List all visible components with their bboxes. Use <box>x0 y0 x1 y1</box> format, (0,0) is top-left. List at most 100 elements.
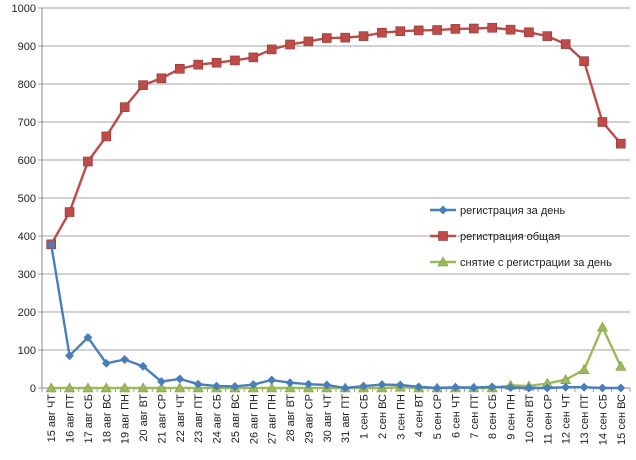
x-tick-label: 10 сен ВТ <box>524 394 536 444</box>
x-tick-label: 20 авг ВТ <box>138 394 150 442</box>
x-tick-label: 8 сен СБ <box>487 394 499 439</box>
data-point <box>616 383 626 393</box>
data-point <box>469 23 479 34</box>
y-tick-label: 0 <box>30 383 36 395</box>
data-point <box>340 383 350 393</box>
x-tick-label: 4 сен ВТ <box>414 394 426 438</box>
data-point <box>230 381 240 392</box>
legend-item-1: регистрация за день <box>430 205 565 217</box>
legend-swatch-marker <box>437 256 449 267</box>
x-tick-label: 26 авг ПН <box>248 394 260 444</box>
x-tick-label: 27 авг ПН <box>267 394 279 444</box>
data-point <box>432 383 442 393</box>
data-point <box>597 117 608 127</box>
y-tick-label: 300 <box>18 269 36 281</box>
x-tick-label: 2 сен ВС <box>377 394 389 439</box>
x-tick-label: 18 авг ВС <box>101 394 113 443</box>
data-point <box>303 36 314 47</box>
data-point <box>450 382 460 392</box>
data-point <box>267 375 277 385</box>
data-point <box>303 379 313 389</box>
data-point <box>579 382 589 392</box>
data-point <box>506 383 516 393</box>
legend-label: снятие с регистрации за день <box>460 257 612 269</box>
x-tick-label: 31 авг ПТ <box>340 394 352 443</box>
legend-item-3: снятие с регистрации за день <box>430 256 612 269</box>
data-point <box>284 382 296 393</box>
axes: 0 100 200 300 400 500 600 700 800 900 1000 15 авг Ч… <box>12 3 631 445</box>
x-tick-label: 17 авг СБ <box>83 394 95 443</box>
y-tick-label: 900 <box>18 41 36 53</box>
y-tick-label: 1000 <box>12 3 36 15</box>
data-point <box>395 380 405 390</box>
data-point <box>64 382 76 393</box>
data-point <box>597 383 607 393</box>
y-tick-label: 100 <box>18 345 36 357</box>
data-point <box>138 80 148 90</box>
data-point <box>377 380 387 390</box>
data-point <box>285 378 295 388</box>
data-point <box>487 22 497 33</box>
data-point <box>156 376 166 387</box>
data-point <box>175 64 185 74</box>
data-point <box>524 27 534 38</box>
x-tick-label: 30 авг ЧТ <box>322 394 334 443</box>
y-tick-label: 400 <box>18 231 36 243</box>
data-point <box>100 382 112 393</box>
data-point <box>193 379 203 389</box>
data-point <box>542 31 553 41</box>
data-point <box>45 382 57 393</box>
data-point <box>469 383 479 393</box>
x-tick-label: 21 авг СР <box>156 394 168 444</box>
x-tick-label: 9 сен ПН <box>506 394 518 440</box>
x-tick-label: 5 сен СР <box>432 394 444 439</box>
data-point <box>137 382 149 393</box>
data-point <box>395 26 406 36</box>
data-point <box>138 361 148 371</box>
data-point <box>46 239 56 249</box>
x-tick-label: 3 сен ПН <box>395 394 407 440</box>
data-point <box>322 33 332 43</box>
x-tick-label: 22 авг ЧТ <box>175 394 187 443</box>
y-tick-label: 600 <box>18 155 36 167</box>
data-point <box>579 56 589 67</box>
x-tick-label: 6 сен ЧТ <box>450 394 462 438</box>
x-tick-label: 15 авг ЧТ <box>46 394 58 443</box>
data-point <box>248 380 258 390</box>
data-point <box>193 59 203 70</box>
data-point <box>358 31 369 41</box>
data-point <box>560 39 571 49</box>
data-point <box>266 44 277 55</box>
data-point <box>155 382 167 393</box>
x-tick-label: 29 авг СР <box>303 394 315 444</box>
data-point <box>119 102 130 112</box>
data-point <box>615 360 627 371</box>
data-point <box>359 381 369 391</box>
data-point <box>101 131 112 142</box>
x-tick-label: 28 авг ВТ <box>285 394 297 442</box>
data-point <box>432 25 442 35</box>
data-point <box>487 382 497 392</box>
x-tick-label: 13 сен ПТ <box>579 394 591 445</box>
y-tick-label: 200 <box>18 307 36 319</box>
y-tick-label: 500 <box>18 193 36 205</box>
x-tick-label: 24 авг СБ <box>212 394 224 443</box>
series-lines <box>45 22 627 393</box>
x-tick-label: 1 сен СБ <box>359 394 371 439</box>
data-point <box>266 382 278 393</box>
data-point <box>450 24 461 34</box>
legend-swatch-marker <box>438 231 448 241</box>
y-tick-label: 700 <box>18 117 36 129</box>
data-point <box>83 332 93 343</box>
data-point <box>322 380 332 390</box>
data-point <box>82 382 94 393</box>
data-point <box>212 381 222 391</box>
data-point <box>285 39 295 50</box>
legend-item-2: регистрация общая <box>430 231 560 243</box>
x-tick-label: 12 сен ЧТ <box>561 394 573 444</box>
data-point <box>340 32 350 43</box>
data-point <box>175 374 185 384</box>
data-point <box>101 358 111 368</box>
